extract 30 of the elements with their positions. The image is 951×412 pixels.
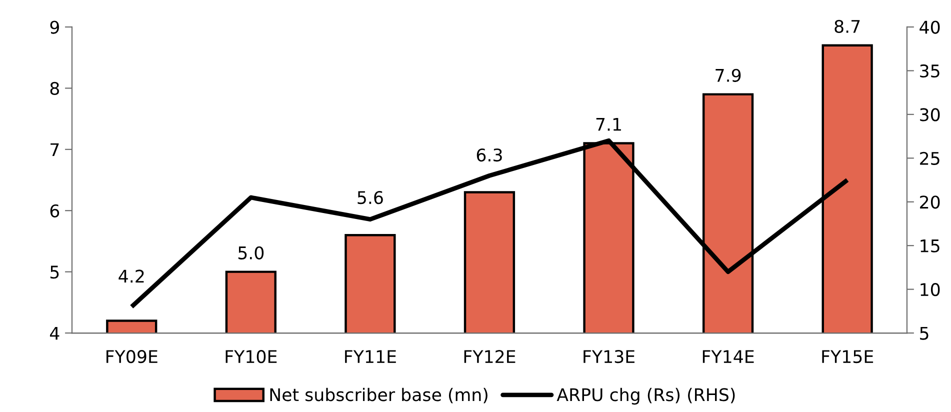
y2-tick-label: 15 xyxy=(920,240,940,252)
y-tick-label: 4 xyxy=(50,326,60,340)
y-tick-label: 9 xyxy=(50,20,59,34)
data-label: 4.2 xyxy=(118,270,144,283)
x-tick-label: FY13E xyxy=(584,350,634,364)
x-tick-label: FY10E xyxy=(226,350,277,364)
legend-label: ARPU chg (Rs) (RHS) xyxy=(556,388,735,405)
data-label: 7.9 xyxy=(716,68,741,82)
data-label: 7.1 xyxy=(596,118,621,131)
data-label: 5.0 xyxy=(238,246,264,260)
x-tick-label: FY11E xyxy=(345,350,396,363)
y2-tick-label: 40 xyxy=(920,20,940,34)
y2-tick-label: 10 xyxy=(920,283,940,296)
y2-tick-label: 25 xyxy=(920,152,940,165)
data-label: 6.3 xyxy=(476,148,502,162)
y-tick-label: 5 xyxy=(50,266,59,279)
x-tick-label: FY12E xyxy=(464,350,516,363)
y2-tick-label: 5 xyxy=(920,326,928,340)
y2-tick-label: 30 xyxy=(920,108,940,122)
y-tick-label: 6 xyxy=(50,204,60,218)
x-tick-label: FY15E xyxy=(822,350,874,364)
data-label: 8.7 xyxy=(834,20,860,33)
data-label: 5.6 xyxy=(358,190,383,204)
y2-tick-label: 35 xyxy=(920,64,940,78)
legend-label: Net subscriber base (mn) xyxy=(270,388,488,404)
x-tick-label: FY09E xyxy=(106,350,158,364)
y-tick-label: 8 xyxy=(50,82,59,96)
y2-tick-label: 20 xyxy=(920,196,940,209)
y-tick-label: 7 xyxy=(50,143,59,156)
x-tick-label: FY14E xyxy=(702,350,754,363)
